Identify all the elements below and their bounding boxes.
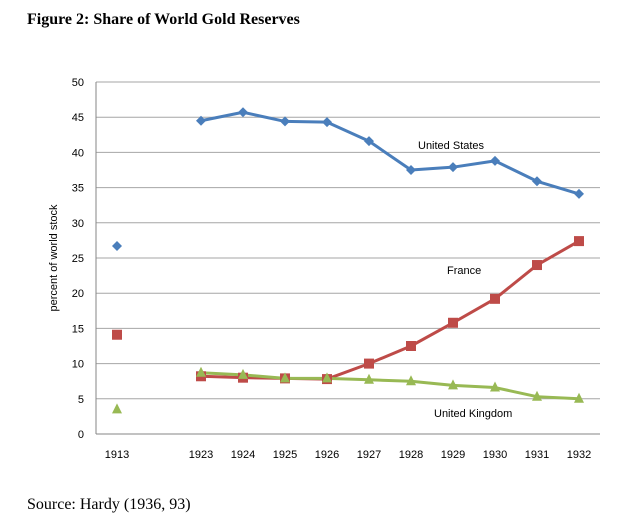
data-point-united-kingdom — [196, 366, 206, 377]
data-point-united-kingdom — [448, 379, 458, 390]
x-tick-label: 1924 — [231, 449, 255, 461]
data-point-united-states — [280, 116, 290, 127]
y-tick-label: 35 — [72, 183, 84, 195]
data-point-united-kingdom — [112, 403, 122, 414]
x-tick-label: 1925 — [273, 449, 297, 461]
y-tick-label: 40 — [72, 147, 84, 159]
y-tick-label: 5 — [78, 394, 84, 406]
data-point-france — [574, 236, 584, 247]
series-line-france — [200, 239, 580, 381]
data-point-france — [112, 329, 122, 340]
y-tick-label: 45 — [72, 112, 84, 124]
data-point-united-kingdom — [238, 368, 248, 379]
data-point-france — [532, 260, 542, 271]
data-point-united-states — [406, 165, 416, 175]
series-line-united-states — [200, 110, 580, 196]
y-tick-label: 0 — [78, 429, 84, 441]
data-point-united-states — [196, 115, 206, 126]
x-tick-label: 1931 — [525, 449, 549, 461]
data-point-france — [364, 358, 374, 369]
y-tick-label: 20 — [72, 288, 84, 300]
data-point-united-states — [532, 176, 542, 187]
data-point-united-kingdom — [280, 372, 290, 383]
data-point-united-kingdom — [532, 390, 542, 401]
x-tick-label: 1930 — [483, 449, 507, 461]
y-tick-label: 15 — [72, 323, 84, 335]
x-tick-label: 1932 — [567, 449, 591, 461]
label-united-states: United States — [418, 140, 485, 152]
data-point-france — [406, 341, 416, 351]
x-tick-label: 1923 — [189, 449, 213, 461]
data-point-united-kingdom — [490, 381, 500, 392]
data-point-united-states — [574, 188, 584, 199]
data-point-united-states — [364, 136, 374, 147]
data-point-united-states — [112, 241, 122, 252]
data-point-france — [490, 293, 500, 304]
y-tick-label: 50 — [72, 77, 84, 89]
x-tick-label: 1926 — [315, 449, 339, 461]
x-tick-label: 1928 — [399, 449, 423, 461]
series-line-united-kingdom — [200, 371, 580, 401]
y-tick-label: 10 — [72, 359, 84, 371]
source-note: Source: Hardy (1936, 93) — [27, 496, 191, 513]
x-tick-label: 1927 — [357, 449, 381, 461]
data-point-united-kingdom — [364, 373, 374, 384]
data-point-united-kingdom — [322, 372, 332, 383]
chart-title: Figure 2: Share of World Gold Reserves — [27, 11, 300, 28]
y-tick-label: 30 — [72, 218, 84, 230]
data-point-united-states — [490, 155, 500, 166]
y-tick-label: 25 — [72, 253, 84, 265]
data-point-france — [448, 317, 458, 328]
label-united-kingdom: United Kingdom — [434, 408, 512, 420]
data-point-united-states — [238, 107, 248, 118]
label-france: France — [447, 265, 481, 277]
y-axis-label: percent of world stock — [48, 204, 60, 311]
x-tick-label: 1929 — [441, 449, 465, 461]
x-tick-label: 1913 — [105, 449, 129, 461]
data-point-united-kingdom — [574, 392, 584, 403]
data-point-united-kingdom — [406, 375, 416, 386]
data-point-united-states — [322, 117, 332, 128]
data-point-united-states — [448, 162, 458, 173]
